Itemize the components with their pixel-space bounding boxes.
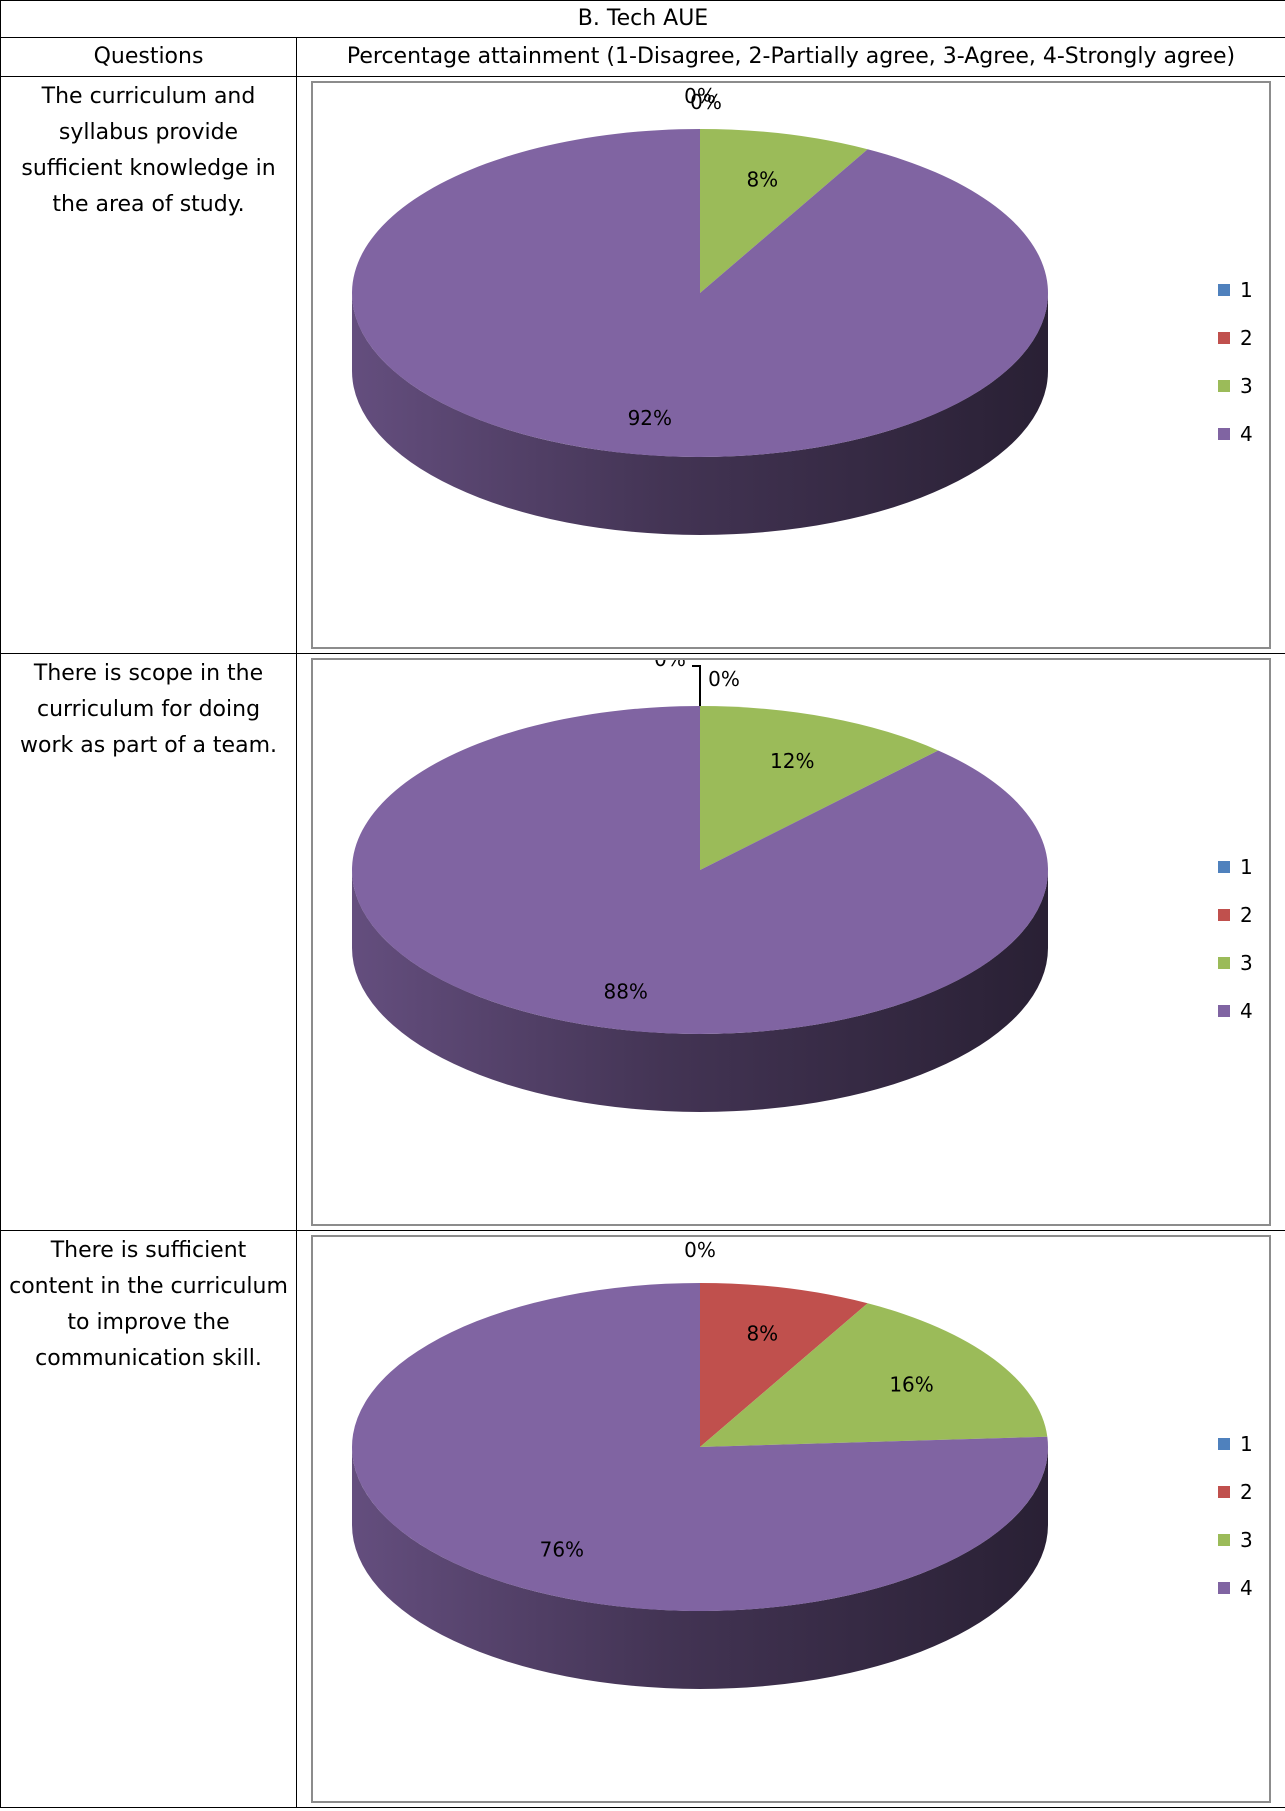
pie-side-wall <box>352 1447 1048 1689</box>
pie-chart: 0% 0% 12% 88% 1 2 3 4 <box>311 658 1271 1226</box>
legend-label: 4 <box>1240 422 1253 446</box>
data-label: 8% <box>746 168 778 192</box>
table-row: There is sufficient content in the curri… <box>0 1230 1285 1808</box>
question-text: There is scope in the curriculum for doi… <box>0 653 297 1231</box>
data-label: 0% <box>690 90 722 114</box>
legend-label: 4 <box>1240 999 1253 1023</box>
legend-label: 1 <box>1240 855 1253 879</box>
data-label: 0% <box>708 667 740 691</box>
data-label: 16% <box>889 1373 933 1397</box>
data-label: 0% <box>684 84 716 108</box>
legend-label: 2 <box>1240 326 1253 350</box>
questions-header: Questions <box>0 37 297 77</box>
table-row: There is scope in the curriculum for doi… <box>0 653 1285 1231</box>
pie-chart: 0% 0% 8% 92% 1 2 3 4 <box>311 81 1271 649</box>
pie-slice-3 <box>700 1303 1048 1447</box>
pie-slice-4 <box>351 129 1048 458</box>
legend-label: 2 <box>1240 1480 1253 1504</box>
legend-swatch <box>1218 1005 1230 1017</box>
legend-swatch <box>1218 861 1230 873</box>
pie-slice-3 <box>700 129 868 293</box>
pie-svg: 0% 0% 12% 88% <box>352 660 1049 1112</box>
legend-label: 2 <box>1240 903 1253 927</box>
pie-chart: 0% 8% 16% 76% 1 2 3 4 <box>311 1235 1271 1803</box>
legend-label: 1 <box>1240 278 1253 302</box>
pie-svg: 0%0% 8% 92% <box>351 84 1048 535</box>
pie-slice-2 <box>700 1283 868 1447</box>
legend-swatch <box>1218 332 1230 344</box>
data-label: 0% <box>654 660 686 671</box>
table-title: B. Tech AUE <box>0 0 1285 38</box>
pie-side-wall <box>352 870 1048 1112</box>
data-label: 88% <box>603 979 647 1003</box>
data-label: 76% <box>540 1537 584 1561</box>
legend-label: 3 <box>1240 374 1253 398</box>
chart-cell: 0% 0% 12% 88% 1 2 3 4 <box>296 653 1285 1231</box>
legend-swatch <box>1218 428 1230 440</box>
attainment-header: Percentage attainment (1-Disagree, 2-Par… <box>296 37 1285 77</box>
legend-label: 3 <box>1240 951 1253 975</box>
legend-swatch <box>1218 1582 1230 1594</box>
legend-swatch <box>1218 380 1230 392</box>
legend-swatch <box>1218 1438 1230 1450</box>
data-label: 8% <box>746 1322 778 1346</box>
data-label: 0% <box>684 1238 716 1262</box>
pie-slice-3 <box>700 706 939 870</box>
legend-label: 4 <box>1240 1576 1253 1600</box>
legend-swatch <box>1218 957 1230 969</box>
legend-label: 3 <box>1240 1528 1253 1552</box>
pie-side-wall <box>352 293 1048 535</box>
pie-svg: 0% 8% 16% 76% <box>352 1238 1048 1689</box>
legend-swatch <box>1218 909 1230 921</box>
table-row: The curriculum and syllabus provide suff… <box>0 76 1285 654</box>
legend-swatch <box>1218 1486 1230 1498</box>
data-label: 92% <box>628 406 672 430</box>
legend-label: 1 <box>1240 1432 1253 1456</box>
leader-line <box>692 665 701 706</box>
legend-swatch <box>1218 1534 1230 1546</box>
data-label: 12% <box>770 749 814 773</box>
chart-cell: 0% 0% 8% 92% 1 2 3 4 <box>296 76 1285 654</box>
legend-swatch <box>1218 284 1230 296</box>
pie-slice-4 <box>352 1283 1048 1611</box>
chart-cell: 0% 8% 16% 76% 1 2 3 4 <box>296 1230 1285 1808</box>
question-text: The curriculum and syllabus provide suff… <box>0 76 297 654</box>
question-text: There is sufficient content in the curri… <box>0 1230 297 1808</box>
pie-slice-4 <box>352 706 1049 1034</box>
